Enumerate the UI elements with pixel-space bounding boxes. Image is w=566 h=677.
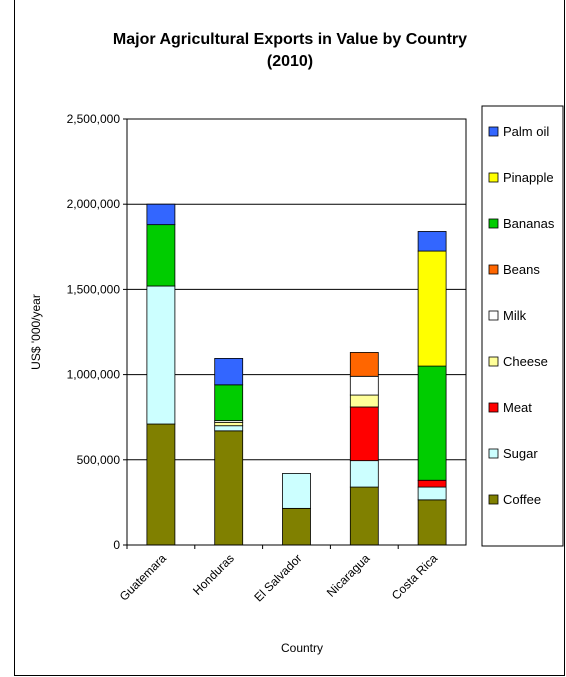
legend-label: Sugar: [503, 446, 538, 461]
bar-segment-bananas: [214, 384, 244, 422]
bar-segment-cheese: [214, 421, 244, 427]
bar-segment-sugar: [349, 460, 379, 488]
bar-segment-milk: [349, 375, 379, 396]
bar-segment-pinapple: [417, 250, 447, 367]
bar-segment-meat: [349, 406, 379, 462]
legend-swatch: [488, 448, 499, 459]
bar-segment-coffee: [417, 499, 447, 546]
y-tick-label: 0: [113, 538, 120, 552]
bar-segment-sugar: [214, 425, 244, 432]
chart-subtitle: (2010): [267, 53, 313, 70]
legend: Palm oil Pinapple Bananas Beans Milk Cheese Me…: [481, 105, 564, 547]
bar-segment-coffee: [146, 423, 176, 546]
y-tick-label: 1,500,000: [67, 282, 121, 296]
legend-label: Milk: [503, 308, 527, 323]
bar-segment-palm-oil: [146, 203, 176, 226]
legend-label: Meat: [503, 400, 532, 415]
legend-label: Coffee: [503, 492, 541, 507]
bar-segment-palm-oil: [214, 358, 244, 386]
legend-swatch: [488, 402, 499, 413]
bar-segment-sugar: [417, 486, 447, 501]
legend-label: Bananas: [503, 216, 555, 231]
chart-title: Major Agricultural Exports in Value by C…: [113, 31, 467, 48]
legend-label: Pinapple: [503, 170, 554, 185]
bar-segment-coffee: [214, 430, 244, 546]
bar-segment-bananas: [146, 224, 176, 287]
legend-swatch: [488, 310, 499, 321]
legend-swatch: [488, 356, 499, 367]
y-tick-label: 2,500,000: [67, 112, 121, 126]
legend-swatch: [488, 218, 499, 229]
legend-label: Cheese: [503, 354, 548, 369]
x-axis-ticks: Guatemara Honduras El Salvador Nicaragua Cos…: [117, 545, 441, 605]
bar-segment-sugar: [282, 473, 311, 509]
y-axis-title: US$ '000/year: [29, 294, 43, 370]
x-tick-label: Nicaragua: [324, 551, 373, 600]
legend-swatch: [488, 264, 499, 275]
bar-segment-coffee: [282, 507, 311, 546]
legend-label: Beans: [503, 262, 540, 277]
legend-swatch: [488, 126, 499, 137]
y-tick-label: 2,000,000: [67, 197, 121, 211]
x-tick-label: El Salvador: [251, 551, 304, 604]
chart-frame: Major Agricultural Exports in Value by C…: [14, 0, 565, 676]
bar-segment-coffee: [349, 486, 379, 546]
legend-swatch: [488, 172, 499, 183]
legend-label: Palm oil: [503, 124, 549, 139]
y-tick-label: 500,000: [77, 453, 121, 467]
y-tick-label: 1,000,000: [67, 368, 121, 382]
x-axis-title: Country: [281, 641, 323, 655]
bar-segment-cheese: [349, 394, 379, 408]
bar-segment-sugar: [146, 285, 176, 425]
bar-segment-palm-oil: [417, 231, 447, 252]
y-axis-ticks: 0 500,000 1,000,000 1,500,000 2,000,000 2,500…: [67, 112, 127, 552]
bar-segment-bananas: [417, 365, 447, 481]
gridlines: [127, 203, 466, 461]
plot-area-border: [126, 118, 467, 546]
legend-swatch: [488, 494, 499, 505]
bar-segment-beans: [349, 352, 379, 377]
x-tick-label: Costa Rica: [389, 551, 441, 603]
x-tick-label: Guatemara: [117, 551, 170, 604]
bar-segment-meat: [417, 479, 447, 488]
stacked-bar-chart: Major Agricultural Exports in Value by C…: [29, 31, 564, 655]
bars-group: [146, 203, 447, 546]
x-tick-label: Honduras: [190, 551, 237, 598]
